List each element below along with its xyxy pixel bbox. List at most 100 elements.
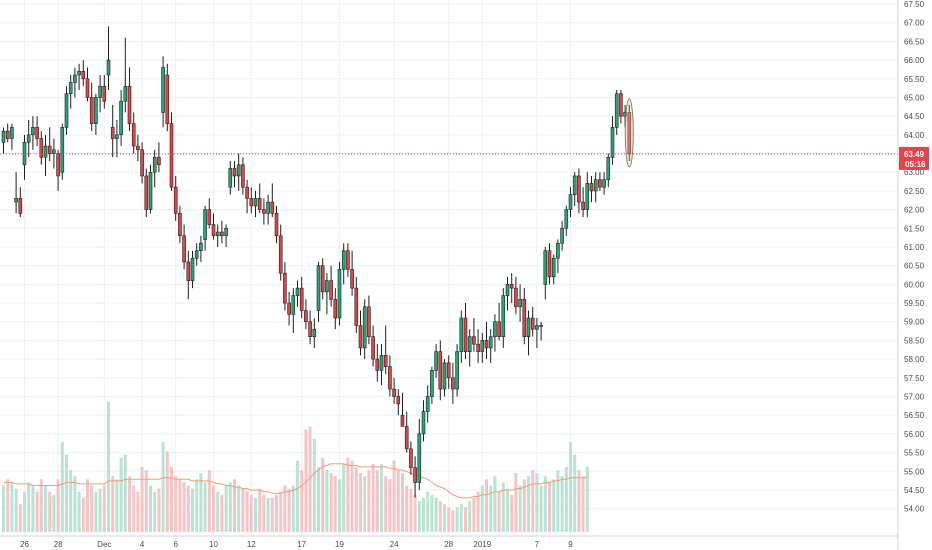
time-tick-label: 12 — [247, 540, 256, 549]
candle — [241, 157, 245, 195]
candle-body — [438, 351, 443, 390]
last-price-label: 63.49 — [904, 150, 925, 159]
volume-bar — [161, 442, 165, 532]
time-tick-label: 19 — [335, 540, 344, 549]
volume-bar — [98, 488, 102, 532]
price-axis: 54.00 54.50 55.00 55.50 56.00 56.50 57.00 57.50… — [897, 0, 925, 550]
candle-body — [409, 448, 413, 468]
volume-bar — [308, 426, 312, 532]
candle — [320, 258, 325, 300]
candle-body — [241, 164, 245, 188]
candle — [413, 456, 417, 498]
price-tick-label: 64.00 — [904, 131, 925, 140]
candle-body — [446, 362, 451, 379]
volume-bar — [212, 485, 215, 532]
candle-body — [400, 414, 405, 427]
candle-body — [10, 127, 14, 139]
candle-body — [568, 194, 573, 210]
candle — [400, 392, 405, 427]
volume-bar — [363, 476, 367, 532]
volume-bar — [81, 497, 85, 532]
candle-body — [316, 265, 321, 311]
candle-body — [581, 201, 585, 210]
candle-body — [173, 186, 178, 214]
time-tick-label: 28 — [54, 540, 63, 549]
candle-body — [509, 284, 514, 289]
candle-body — [341, 250, 346, 270]
candle-body — [169, 123, 174, 188]
volume-bar — [342, 463, 346, 532]
volume-bar — [14, 488, 18, 532]
candle-body — [186, 261, 191, 281]
candle-body — [148, 171, 153, 210]
price-tick-label: 62.00 — [904, 206, 925, 215]
candle-body — [245, 186, 249, 199]
candle — [518, 284, 522, 322]
price-tick-label: 66.50 — [904, 37, 925, 46]
candle-body — [291, 295, 296, 315]
candle — [451, 362, 455, 404]
candle-body — [442, 362, 447, 390]
price-tick-label: 56.50 — [904, 411, 925, 420]
candle — [522, 288, 527, 345]
candle-body — [379, 355, 384, 371]
price-tick-label: 64.50 — [904, 112, 925, 121]
volume-bar — [560, 476, 564, 532]
volume-bar — [266, 497, 270, 532]
price-tick-label: 62.50 — [904, 187, 925, 196]
candle-body — [115, 134, 119, 139]
last-price-tag[interactable]: 63.49 05:16 — [899, 146, 929, 170]
candle-body — [60, 127, 65, 173]
candle-body — [396, 396, 401, 405]
candle — [207, 198, 212, 229]
candle — [89, 82, 94, 132]
candle-body — [522, 299, 527, 337]
candle-body — [257, 198, 262, 210]
candle — [425, 385, 430, 423]
candle-body — [98, 85, 102, 98]
candle-body — [165, 74, 170, 124]
price-tick-label: 55.50 — [904, 449, 925, 458]
candle — [106, 26, 111, 90]
volume-bar — [485, 479, 488, 532]
candle — [375, 344, 380, 382]
candle-body — [308, 321, 312, 337]
candle — [409, 441, 413, 476]
candle-body — [551, 257, 556, 278]
time-tick-label: 24 — [390, 540, 399, 549]
candle — [367, 295, 371, 345]
candle — [585, 172, 590, 218]
candle-body — [598, 179, 602, 188]
candle — [572, 172, 577, 206]
candle-body — [325, 280, 329, 293]
candle — [182, 224, 186, 270]
grid-lines — [0, 0, 898, 536]
volume-bar — [220, 494, 224, 532]
price-tick-label: 66.00 — [904, 56, 925, 65]
candle — [257, 183, 262, 214]
volume-bar — [157, 488, 161, 532]
candle — [14, 172, 18, 214]
volume-bar — [60, 442, 64, 532]
candle — [5, 123, 10, 143]
highlight-ellipse[interactable] — [624, 98, 634, 168]
time-tick-label: 6 — [173, 540, 178, 549]
candle-body — [119, 100, 123, 136]
volume-bar — [514, 473, 518, 532]
candle-body — [497, 321, 501, 337]
volume-bar — [434, 497, 438, 532]
candle-body — [157, 156, 161, 166]
time-tick-label: 7 — [535, 540, 540, 549]
candle — [627, 104, 632, 162]
candle-body — [543, 250, 548, 285]
volume-bar — [325, 470, 329, 532]
candle — [140, 142, 144, 184]
candle — [556, 239, 560, 274]
volume-bar — [275, 494, 278, 532]
volume-bar — [350, 460, 354, 532]
volume-bar — [380, 463, 383, 532]
volume-bar — [333, 476, 337, 532]
price-tick-label: 61.50 — [904, 224, 925, 233]
